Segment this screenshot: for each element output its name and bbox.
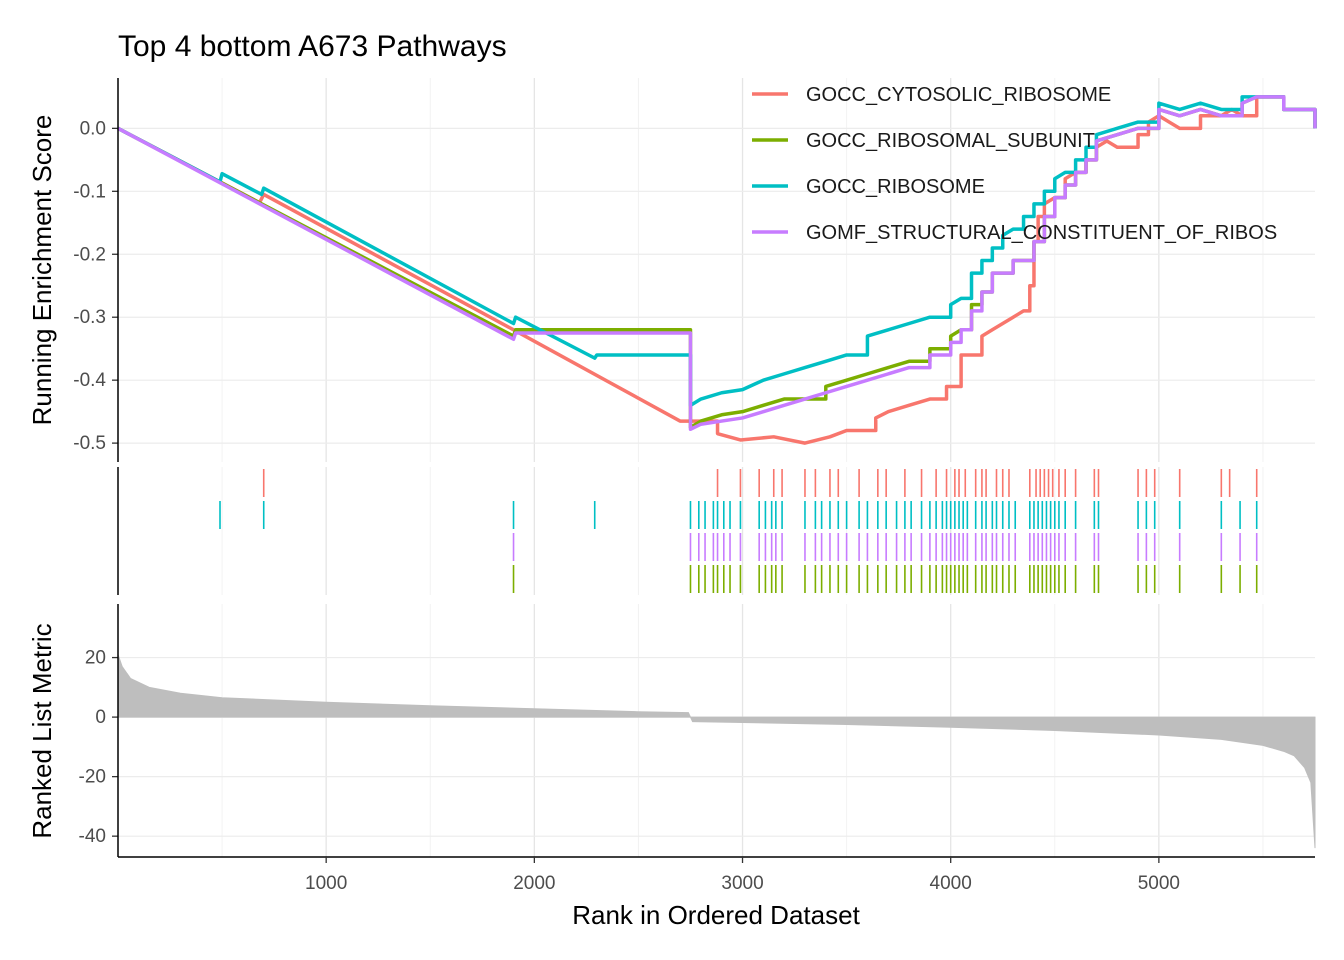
- series-line: [117, 95, 1317, 408]
- series-line: [117, 95, 1317, 445]
- running-score-ylabel: Running Enrichment Score: [27, 115, 57, 426]
- y-tick-label: -20: [79, 767, 106, 788]
- series-line: [117, 95, 1317, 432]
- x-tick-label: 4000: [930, 873, 972, 894]
- x-axis: 1000 2000 3000 4000 5000: [305, 857, 1180, 894]
- legend-label: GOCC_CYTOSOLIC_RIBOSOME: [806, 84, 1111, 106]
- legend-label: GOCC_RIBOSOMAL_SUBUNIT: [806, 130, 1095, 152]
- legend: GOCC_CYTOSOLIC_RIBOSOME GOCC_RIBOSOMAL_SU…: [752, 84, 1277, 244]
- gene-hits-panel: [117, 467, 1264, 595]
- y-tick-label: -0.1: [73, 181, 106, 202]
- y-tick-label: -0.5: [73, 433, 106, 454]
- x-axis-label: Rank in Ordered Dataset: [572, 900, 860, 930]
- x-tick-label: 3000: [721, 873, 763, 894]
- x-tick-label: 5000: [1138, 873, 1180, 894]
- y-tick-label: -0.3: [73, 307, 106, 328]
- legend-label: GOCC_RIBOSOME: [806, 176, 985, 198]
- ranked-metric-y-axis: 20 0 -20 -40: [79, 648, 118, 847]
- gene-hits-grid: [221, 467, 1264, 595]
- ranked-metric-area: [117, 654, 1316, 849]
- running-score-y-axis: 0.0 -0.1 -0.2 -0.3 -0.4 -0.5: [73, 118, 118, 454]
- x-tick-label: 1000: [305, 873, 347, 894]
- y-tick-label: -0.4: [73, 370, 106, 391]
- y-tick-label: 0.0: [80, 118, 106, 139]
- running-score-grid: [118, 78, 1315, 462]
- y-tick-label: -0.2: [73, 244, 106, 265]
- legend-label: GOMF_STRUCTURAL_CONSTITUENT_OF_RIBOS: [806, 222, 1277, 244]
- ranked-metric-panel: 20 0 -20 -40 1000 2000 3000 4000 5000 Ranked Li…: [27, 604, 1316, 930]
- running-score-lines: [117, 95, 1317, 445]
- x-tick-label: 2000: [513, 873, 555, 894]
- y-tick-label: 0: [95, 707, 106, 728]
- y-tick-label: -40: [79, 826, 106, 847]
- gene-hits-marks: [219, 469, 1258, 593]
- running-score-panel: 0.0 -0.1 -0.2 -0.3 -0.4 -0.5 Running Enrichme…: [27, 78, 1317, 462]
- chart-title: Top 4 bottom A673 Pathways: [118, 30, 507, 63]
- ranked-metric-ylabel: Ranked List Metric: [27, 623, 57, 838]
- y-tick-label: 20: [85, 648, 106, 669]
